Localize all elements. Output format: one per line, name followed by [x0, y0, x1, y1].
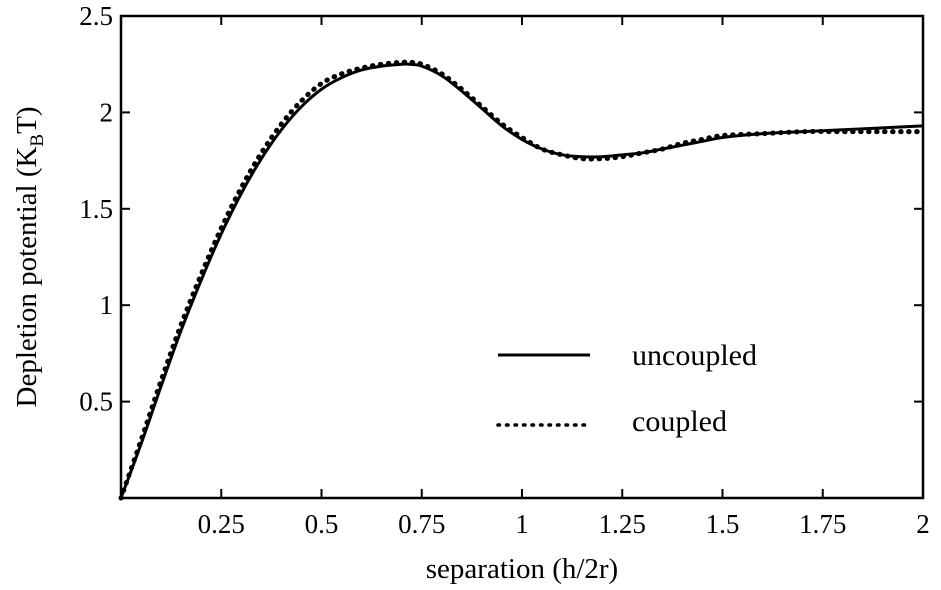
x-axis-ticks: 0.25 0.5 0.75 1 1.25 1.5 1.75 2	[198, 16, 930, 539]
x-tick-label: 0.5	[305, 509, 339, 539]
x-tick-label: 1.75	[799, 509, 846, 539]
x-tick-label: 0.25	[198, 509, 245, 539]
y-axis-title-subscript: B	[27, 134, 48, 147]
legend-uncoupled-label: uncoupled	[632, 339, 757, 372]
y-tick-label: 1.5	[79, 194, 113, 224]
series-line-coupled	[118, 59, 926, 501]
y-axis-ticks: 0.5 1 1.5 2 2.5	[79, 1, 923, 417]
y-tick-label: 1	[100, 290, 114, 320]
y-tick-label: 0.5	[79, 387, 113, 417]
x-tick-label: 1.25	[599, 509, 646, 539]
x-tick-label: 2	[916, 509, 930, 539]
y-tick-label: 2.5	[79, 1, 113, 31]
series-line-uncoupled	[119, 62, 924, 499]
y-axis-title-main: Depletion potential (K	[11, 147, 43, 408]
x-tick-label: 1	[515, 509, 529, 539]
x-tick-label: 0.75	[398, 509, 445, 539]
y-axis-title: Depletion potential (KBT)	[11, 107, 48, 408]
legend-coupled-label: coupled	[632, 405, 727, 438]
series-layer	[118, 59, 926, 501]
y-axis-title-suffix: T)	[11, 107, 43, 134]
y-tick-label: 2	[100, 97, 114, 127]
x-tick-label: 1.5	[706, 509, 740, 539]
x-axis-title: separation (h/2r)	[426, 553, 618, 585]
legend: uncoupled coupled	[496, 339, 757, 438]
